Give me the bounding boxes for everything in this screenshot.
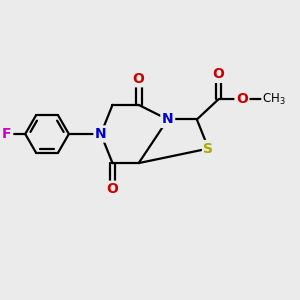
Text: O: O <box>106 182 119 196</box>
Text: N: N <box>95 127 107 141</box>
Text: N: N <box>162 112 174 127</box>
Text: F: F <box>2 127 12 141</box>
Text: O: O <box>133 72 145 86</box>
Text: S: S <box>203 142 214 155</box>
Text: O: O <box>213 68 225 81</box>
Text: O: O <box>236 92 248 106</box>
Text: CH$_3$: CH$_3$ <box>262 92 286 106</box>
